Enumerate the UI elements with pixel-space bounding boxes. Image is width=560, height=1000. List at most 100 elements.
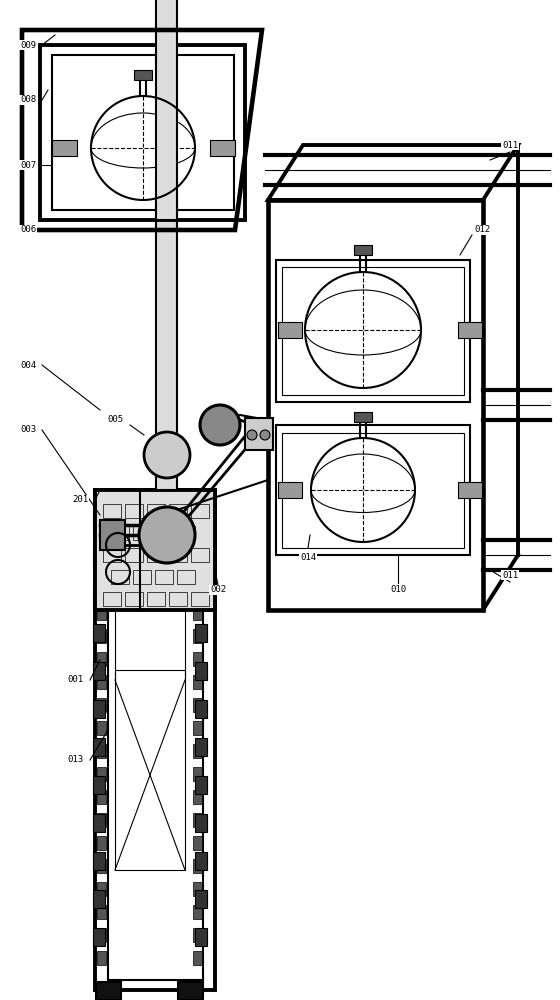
Bar [193, 905, 202, 919]
Bar [95, 490, 215, 990]
Bar [52, 55, 234, 210]
Bar [97, 836, 106, 850]
Bar [97, 514, 106, 528]
Bar [193, 606, 202, 620]
Bar [95, 490, 215, 610]
Bar [93, 928, 105, 946]
Text: 006: 006 [20, 226, 36, 234]
Text: 013: 013 [67, 756, 83, 764]
Text: 010: 010 [390, 585, 406, 594]
Bar [111, 570, 129, 584]
Bar [169, 504, 187, 518]
Bar [245, 418, 273, 450]
Bar [195, 662, 207, 680]
Bar [193, 928, 202, 942]
Circle shape [247, 430, 257, 440]
Bar [97, 859, 106, 873]
Circle shape [144, 432, 190, 478]
Circle shape [200, 405, 240, 445]
Bar [195, 510, 207, 528]
Bar [195, 890, 207, 908]
Bar [354, 245, 372, 255]
Bar [93, 586, 105, 604]
Bar [193, 583, 202, 597]
Bar [156, 200, 177, 490]
Bar [177, 526, 195, 540]
Bar [193, 836, 202, 850]
Bar [195, 814, 207, 832]
Bar [97, 675, 106, 689]
Bar [125, 592, 143, 606]
Bar [193, 744, 202, 758]
Bar [177, 570, 195, 584]
Text: 011: 011 [502, 140, 518, 149]
Bar [93, 700, 105, 718]
Bar [268, 200, 483, 610]
Bar [147, 504, 165, 518]
Bar [191, 504, 209, 518]
Text: 012: 012 [474, 226, 490, 234]
Bar [103, 504, 121, 518]
Bar [155, 526, 173, 540]
Bar [97, 652, 106, 666]
Bar [195, 928, 207, 946]
Bar [195, 852, 207, 870]
Text: 002: 002 [210, 585, 226, 594]
Bar [278, 482, 302, 498]
Bar [133, 570, 151, 584]
Bar [97, 882, 106, 896]
Bar [97, 629, 106, 643]
Bar [100, 520, 125, 550]
Bar [458, 322, 482, 338]
Bar [169, 592, 187, 606]
Bar [111, 526, 129, 540]
Bar [169, 548, 187, 562]
Bar [93, 852, 105, 870]
Bar [93, 662, 105, 680]
Bar [193, 790, 202, 804]
Bar [193, 859, 202, 873]
Bar [133, 526, 151, 540]
Bar [193, 514, 202, 528]
Bar [276, 260, 470, 402]
Bar [97, 928, 106, 942]
Bar [97, 560, 106, 574]
Bar [178, 982, 203, 1000]
Circle shape [260, 430, 270, 440]
Bar [115, 670, 185, 870]
Bar [97, 744, 106, 758]
Bar [193, 537, 202, 551]
Bar [195, 700, 207, 718]
Bar [195, 776, 207, 794]
Bar [193, 675, 202, 689]
Bar [93, 548, 105, 566]
Bar [193, 767, 202, 781]
Text: 009: 009 [20, 40, 36, 49]
Text: 001: 001 [67, 676, 83, 684]
Circle shape [139, 507, 195, 563]
Bar [191, 548, 209, 562]
Bar [193, 882, 202, 896]
Bar [93, 890, 105, 908]
Text: 004: 004 [20, 360, 36, 369]
Bar [195, 586, 207, 604]
Text: 201: 201 [72, 495, 88, 504]
Bar [97, 767, 106, 781]
Bar [93, 814, 105, 832]
Bar [103, 592, 121, 606]
Text: 014: 014 [300, 554, 316, 562]
Bar [108, 500, 203, 980]
Text: 011: 011 [502, 570, 518, 580]
Bar [278, 322, 302, 338]
Bar [97, 537, 106, 551]
Bar [193, 560, 202, 574]
Bar [40, 45, 245, 220]
Bar [134, 70, 152, 80]
Bar [93, 624, 105, 642]
Bar [193, 951, 202, 965]
Bar [458, 482, 482, 498]
Bar [93, 510, 105, 528]
Text: 005: 005 [107, 416, 123, 424]
Bar [97, 583, 106, 597]
Bar [147, 592, 165, 606]
